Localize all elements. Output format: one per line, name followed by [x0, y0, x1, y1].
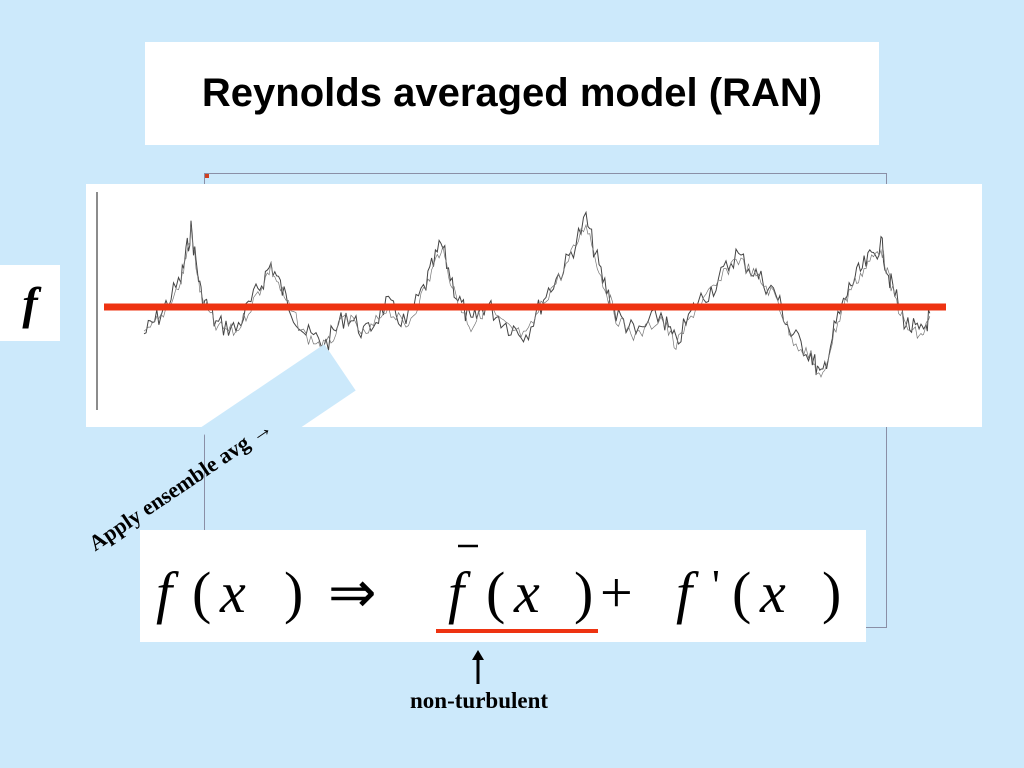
- eq-lhs-variable: x: [219, 560, 246, 625]
- equation-box: f ( x ) ⇒ f ( x ) + f ' ( x ): [140, 530, 866, 642]
- equation-svg: f ( x ) ⇒ f ( x ) + f ' ( x ): [156, 544, 841, 633]
- eq-plus-sign: +: [600, 560, 633, 625]
- eq-fluct-variable: x: [759, 560, 786, 625]
- eq-fluct-open-paren: (: [732, 560, 751, 625]
- eq-lhs-close-paren: ): [284, 560, 303, 625]
- turbulent-signal-line-secondary: [143, 223, 931, 378]
- title-box: Reynolds averaged model (RAN): [145, 42, 879, 145]
- eq-mean-function: f: [448, 560, 471, 625]
- function-symbol: f: [22, 277, 38, 329]
- non-turbulent-label: non-turbulent: [410, 688, 549, 713]
- eq-mean-open-paren: (: [486, 560, 505, 625]
- signal-svg: [96, 192, 946, 410]
- eq-fluct-prime: ': [712, 561, 720, 610]
- eq-mean-variable: x: [513, 560, 540, 625]
- turbulent-signal-line: [143, 210, 931, 376]
- turbulence-signal-plot: [86, 184, 982, 427]
- frame-corner-mark: [205, 174, 209, 178]
- eq-fluct-function: f: [676, 560, 699, 625]
- eq-lhs-open-paren: (: [192, 560, 211, 625]
- up-arrow-icon: [472, 650, 484, 684]
- eq-lhs-function: f: [156, 560, 179, 625]
- function-symbol-box: f: [0, 265, 60, 341]
- eq-implies-arrow: ⇒: [328, 560, 377, 625]
- slide-title: Reynolds averaged model (RAN): [201, 71, 823, 115]
- eq-mean-close-paren: ): [574, 560, 593, 625]
- eq-fluct-close-paren: ): [822, 560, 841, 625]
